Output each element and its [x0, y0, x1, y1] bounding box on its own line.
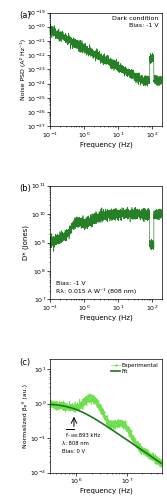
- Experimental: [161, 458, 163, 464]
- Legend: Experimental, Fit: Experimental, Fit: [110, 362, 159, 374]
- Text: λ: 808 nm: λ: 808 nm: [62, 442, 89, 446]
- Text: (a): (a): [19, 12, 30, 20]
- Experimental: [62, 404, 64, 410]
- Text: Dark condition
Bias: -1 V: Dark condition Bias: -1 V: [112, 16, 159, 28]
- Text: Bias: -1 V
Rλ: 0.015 A W⁻¹ (808 nm): Bias: -1 V Rλ: 0.015 A W⁻¹ (808 nm): [56, 280, 136, 293]
- Text: (c): (c): [19, 358, 30, 366]
- Fit: [68, 404, 70, 410]
- X-axis label: Frequency (Hz): Frequency (Hz): [80, 141, 132, 148]
- Line: Fit: Fit: [50, 404, 162, 464]
- Experimental: [159, 460, 161, 466]
- Experimental: [88, 390, 90, 396]
- Fit: [147, 451, 149, 457]
- Fit: [159, 460, 161, 466]
- Y-axis label: Normalized βₚᴴ (au.): Normalized βₚᴴ (au.): [23, 384, 29, 448]
- Fit: [97, 418, 99, 424]
- Text: Bias: 0 V: Bias: 0 V: [62, 449, 85, 454]
- Text: (b): (b): [19, 184, 31, 194]
- X-axis label: Frequency (Hz): Frequency (Hz): [80, 314, 132, 321]
- Experimental: [68, 404, 70, 410]
- Fit: [62, 403, 64, 409]
- Text: f₋₃₈₈:893 kHz: f₋₃₈₈:893 kHz: [65, 433, 100, 438]
- Y-axis label: Noise PSD (A² Hz⁻¹): Noise PSD (A² Hz⁻¹): [20, 39, 26, 100]
- Experimental: [159, 464, 161, 470]
- X-axis label: Frequency (Hz): Frequency (Hz): [80, 488, 132, 494]
- Experimental: [147, 449, 149, 455]
- Experimental: [49, 401, 51, 407]
- Y-axis label: D* (Jones): D* (Jones): [23, 225, 29, 260]
- Fit: [92, 415, 94, 421]
- Fit: [161, 461, 163, 467]
- Line: Experimental: Experimental: [50, 393, 162, 468]
- Experimental: [97, 398, 99, 404]
- Fit: [49, 402, 51, 407]
- Experimental: [92, 394, 94, 400]
